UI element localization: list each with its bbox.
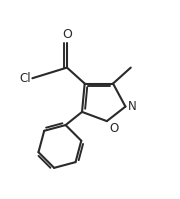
Text: O: O [62,28,72,41]
Text: Cl: Cl [19,72,31,85]
Text: O: O [109,122,118,135]
Text: N: N [128,100,136,113]
